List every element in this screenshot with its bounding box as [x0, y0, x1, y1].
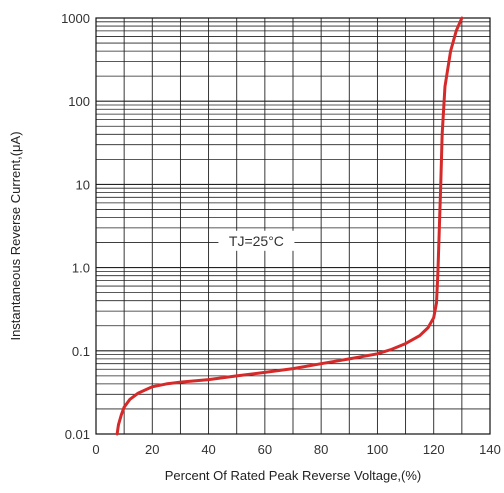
y-axis-label: Instantaneous Reverse Current,(μA)	[8, 131, 23, 340]
x-tick-label: 60	[258, 442, 272, 457]
x-tick-labels: 0 20 40 60 80 100 120 140	[92, 442, 500, 457]
x-tick-label: 140	[479, 442, 501, 457]
x-tick-label: 100	[367, 442, 389, 457]
y-tick-label: 10	[76, 177, 90, 192]
grid-lines	[96, 18, 490, 434]
x-tick-label: 80	[314, 442, 328, 457]
y-tick-labels: 0.01 0.1 1.0 10 100 1000	[61, 11, 90, 442]
y-tick-label: 0.01	[65, 427, 90, 442]
series-line	[115, 16, 464, 436]
plot-frame	[95, 17, 491, 435]
y-tick-label: 100	[68, 94, 90, 109]
x-tick-label: 40	[201, 442, 215, 457]
x-tick-label: 0	[92, 442, 99, 457]
annotation-background	[218, 230, 295, 251]
y-tick-label: 1000	[61, 11, 90, 26]
x-axis-label: Percent Of Rated Peak Reverse Voltage,(%…	[165, 468, 422, 483]
x-tick-label: 20	[145, 442, 159, 457]
x-tick-label: 120	[423, 442, 445, 457]
y-tick-label: 1.0	[72, 261, 90, 276]
temperature-annotation: TJ=25°C	[229, 233, 284, 249]
y-tick-label: 0.1	[72, 344, 90, 359]
